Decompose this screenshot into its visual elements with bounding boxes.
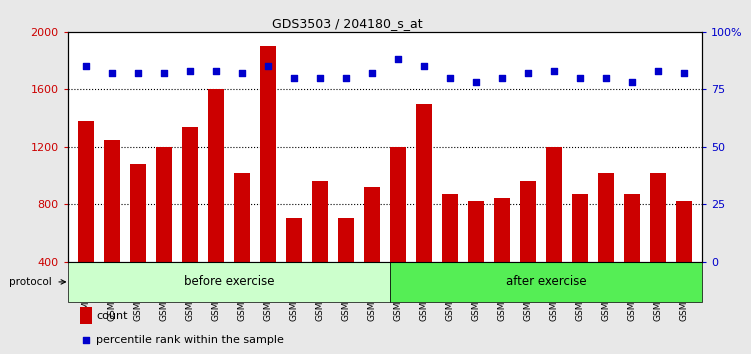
- Point: [80, 63, 92, 69]
- Bar: [416, 104, 432, 319]
- Point: [392, 57, 404, 62]
- Bar: [80, 307, 92, 324]
- Text: count: count: [96, 311, 128, 321]
- Point: [132, 70, 144, 76]
- Bar: [156, 147, 172, 319]
- Bar: [572, 194, 588, 319]
- Bar: [312, 181, 327, 319]
- Point: [184, 68, 196, 74]
- Bar: [442, 194, 457, 319]
- Bar: [546, 147, 562, 319]
- Point: [626, 80, 638, 85]
- Bar: [676, 201, 692, 319]
- Bar: [624, 194, 640, 319]
- Text: percentile rank within the sample: percentile rank within the sample: [96, 335, 284, 345]
- Bar: [494, 198, 510, 319]
- Point: [288, 75, 300, 81]
- Point: [574, 75, 586, 81]
- Bar: [390, 262, 702, 302]
- Bar: [68, 262, 390, 302]
- Bar: [208, 89, 224, 319]
- Point: [210, 68, 222, 74]
- Bar: [650, 172, 666, 319]
- Bar: [182, 127, 198, 319]
- Point: [444, 75, 456, 81]
- Bar: [468, 201, 484, 319]
- Bar: [260, 46, 276, 319]
- Point: [678, 70, 690, 76]
- Bar: [598, 172, 614, 319]
- Bar: [390, 147, 406, 319]
- Point: [106, 70, 118, 76]
- Bar: [104, 139, 119, 319]
- Text: protocol: protocol: [9, 277, 52, 287]
- Point: [496, 75, 508, 81]
- Text: before exercise: before exercise: [183, 275, 274, 289]
- Bar: [286, 218, 302, 319]
- Point: [546, 227, 558, 233]
- Point: [652, 68, 664, 74]
- Point: [600, 75, 612, 81]
- Point: [314, 75, 326, 81]
- Bar: [130, 164, 146, 319]
- Point: [470, 80, 482, 85]
- Point: [418, 63, 430, 69]
- Point: [340, 75, 352, 81]
- Text: after exercise: after exercise: [506, 275, 587, 289]
- Point: [522, 70, 534, 76]
- Point: [262, 63, 274, 69]
- Text: GDS3503 / 204180_s_at: GDS3503 / 204180_s_at: [272, 17, 423, 30]
- Bar: [364, 187, 380, 319]
- Point: [158, 70, 170, 76]
- Point: [548, 68, 560, 74]
- Bar: [520, 181, 535, 319]
- Bar: [338, 218, 354, 319]
- Point: [236, 70, 248, 76]
- Bar: [234, 172, 249, 319]
- Bar: [78, 121, 94, 319]
- Point: [366, 70, 378, 76]
